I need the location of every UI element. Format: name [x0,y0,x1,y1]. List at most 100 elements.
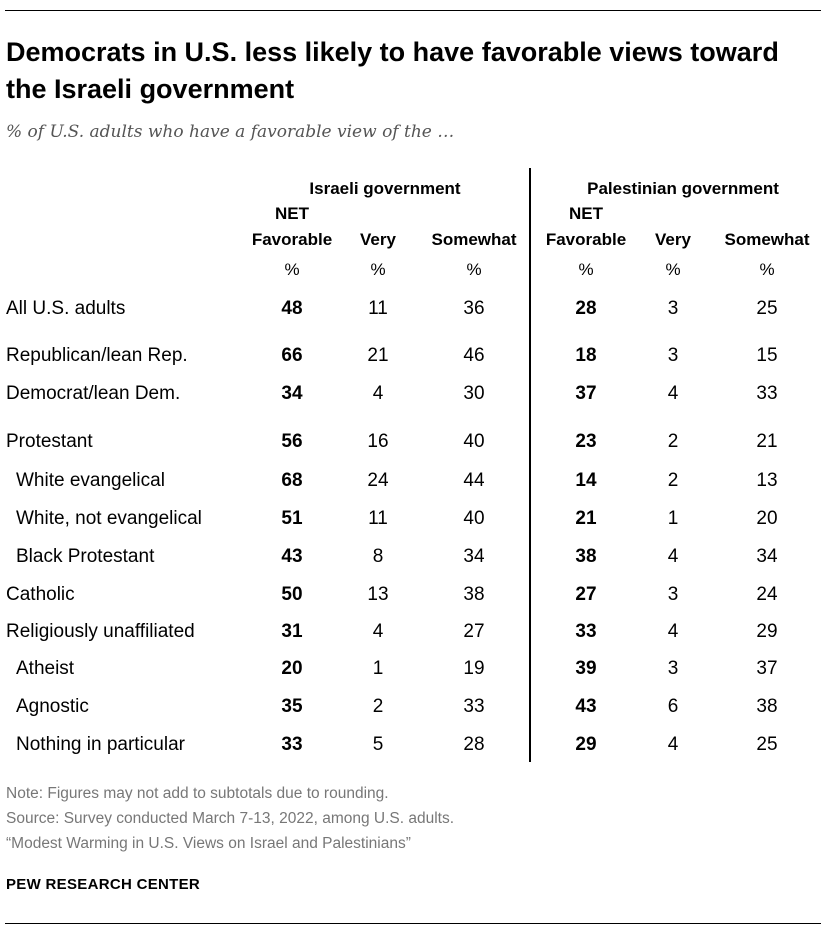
unit-label: % [759,260,775,279]
israeli-net-favorable-value: 20 [281,658,303,679]
palestinian-very-value: 4 [667,546,679,567]
palestinian-somewhat-value: 15 [756,345,778,366]
israeli-somewhat-value: 30 [463,383,485,404]
israeli-very-value: 11 [368,298,388,319]
palestinian-somewhat-value: 33 [756,383,778,404]
row-label: Nothing in particular [16,734,185,755]
palestinian-very-value: 4 [667,734,679,755]
palestinian-somewhat-value: 29 [756,621,778,642]
israeli-somewhat-value: 33 [463,696,485,717]
top-rule [5,10,821,11]
israeli-somewhat-value: 40 [463,431,485,452]
israeli-very-value: 24 [367,470,389,491]
column-header: Favorable [251,230,333,249]
israeli-somewhat-value: 34 [463,546,485,567]
israeli-somewhat-value: 27 [463,621,485,642]
palestinian-somewhat-value: 20 [756,508,778,529]
column-header-net: NET [569,204,603,223]
column-header: Somewhat [724,230,810,249]
israeli-very-value: 1 [372,658,384,679]
row-label: All U.S. adults [6,298,126,319]
unit-label: % [578,260,594,279]
row-label: Agnostic [16,696,89,717]
palestinian-very-value: 6 [667,696,679,717]
israeli-very-value: 11 [368,508,388,529]
chart-title: Democrats in U.S. less likely to have fa… [6,37,779,104]
row-label: Religiously unaffiliated [6,621,195,642]
palestinian-somewhat-value: 21 [756,431,778,452]
palestinian-somewhat-value: 38 [756,696,778,717]
palestinian-net-favorable-value: 37 [575,383,597,404]
israeli-net-favorable-value: 34 [281,383,303,404]
row-label: White evangelical [16,470,165,491]
row-label: White, not evangelical [16,508,202,529]
column-header: Somewhat [431,230,517,249]
column-header: Favorable [545,230,627,249]
palestinian-very-value: 3 [667,345,679,366]
column-divider [529,168,531,762]
pew-logo-text: PEW RESEARCH CENTER [6,876,201,893]
unit-label: % [370,260,386,279]
row-label: Democrat/lean Dem. [6,383,181,404]
israeli-somewhat-value: 40 [463,508,485,529]
palestinian-somewhat-value: 37 [756,658,778,679]
palestinian-very-value: 3 [667,298,679,319]
palestinian-net-favorable-value: 43 [575,696,597,717]
palestinian-very-value: 2 [667,431,679,452]
israeli-somewhat-value: 36 [463,298,485,319]
palestinian-very-value: 3 [667,584,679,605]
palestinian-net-favorable-value: 39 [575,658,597,679]
israeli-net-favorable-value: 50 [281,584,303,605]
palestinian-somewhat-value: 24 [756,584,778,605]
israeli-somewhat-value: 46 [463,345,485,366]
israeli-very-value: 16 [367,431,389,452]
chart-subtitle: % of U.S. adults who have a favorable vi… [6,122,455,142]
palestinian-net-favorable-value: 27 [575,584,597,605]
israeli-net-favorable-value: 31 [281,621,303,642]
group-header-israeli: Israeli government [309,179,461,198]
palestinian-somewhat-value: 13 [756,470,778,491]
palestinian-net-favorable-value: 29 [575,734,597,755]
row-label: Protestant [6,431,93,452]
group-header-palestinian: Palestinian government [587,179,779,198]
palestinian-very-value: 1 [667,508,679,529]
palestinian-very-value: 2 [667,470,679,491]
column-header: Very [360,230,396,249]
note-text: Note: Figures may not add to subtotals d… [6,785,389,802]
palestinian-very-value: 4 [667,621,679,642]
israeli-very-value: 4 [372,383,384,404]
israeli-net-favorable-value: 35 [281,696,303,717]
palestinian-somewhat-value: 25 [756,734,778,755]
row-label: Black Protestant [16,546,155,567]
israeli-net-favorable-value: 48 [281,298,303,319]
unit-label: % [284,260,300,279]
israeli-somewhat-value: 44 [463,470,485,491]
israeli-very-value: 8 [372,546,384,567]
bottom-rule [5,923,821,924]
israeli-net-favorable-value: 66 [281,345,303,366]
israeli-somewhat-value: 19 [463,658,485,679]
source-text: Source: Survey conducted March 7-13, 202… [6,810,455,827]
israeli-very-value: 5 [372,734,384,755]
israeli-very-value: 13 [367,584,389,605]
unit-label: % [665,260,681,279]
israeli-very-value: 2 [372,696,384,717]
palestinian-very-value: 3 [667,658,679,679]
israeli-net-favorable-value: 51 [281,508,303,529]
column-header: Very [655,230,691,249]
israeli-somewhat-value: 38 [463,584,485,605]
row-label: Catholic [6,584,75,605]
israeli-net-favorable-value: 43 [281,546,303,567]
palestinian-somewhat-value: 34 [756,546,778,567]
israeli-very-value: 4 [372,621,384,642]
palestinian-net-favorable-value: 38 [575,546,597,567]
palestinian-net-favorable-value: 33 [575,621,597,642]
israeli-very-value: 21 [367,345,389,366]
row-label: Republican/lean Rep. [6,345,188,366]
palestinian-very-value: 4 [667,383,679,404]
palestinian-net-favorable-value: 23 [575,431,597,452]
palestinian-net-favorable-value: 21 [575,508,597,529]
israeli-net-favorable-value: 68 [281,470,303,491]
row-label: Atheist [16,658,75,679]
column-header-net: NET [275,204,309,223]
